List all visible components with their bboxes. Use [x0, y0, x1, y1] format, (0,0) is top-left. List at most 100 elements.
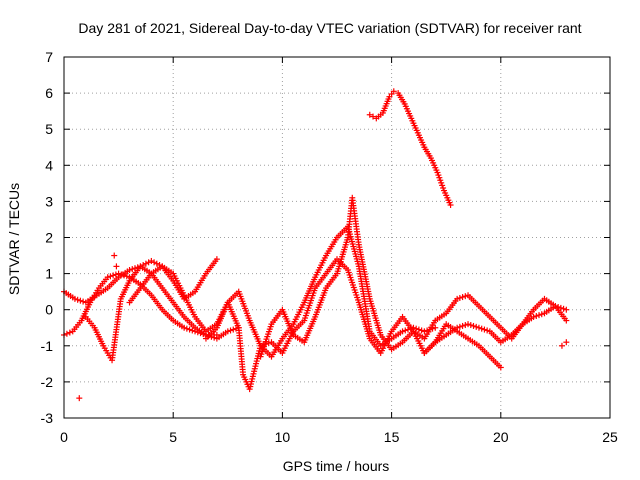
- data-point: [563, 339, 570, 346]
- data-point: [465, 321, 472, 328]
- data-point: [186, 326, 193, 333]
- data-point: [197, 330, 204, 337]
- y-tick-label: 1: [45, 266, 53, 282]
- data-marks: [61, 88, 570, 402]
- data-point: [126, 266, 133, 273]
- data-point: [74, 296, 81, 303]
- data-point: [473, 323, 480, 330]
- data-point: [148, 257, 155, 264]
- y-tick-labels: -3 -2 -1 0 1 2 3 4 5 6 7: [41, 49, 54, 426]
- data-point: [66, 329, 73, 336]
- data-point: [558, 342, 565, 349]
- data-point: [224, 328, 231, 335]
- data-point: [71, 295, 78, 302]
- axis-ticks: [63, 56, 611, 419]
- data-point: [107, 273, 114, 280]
- data-point: [390, 88, 397, 95]
- data-point: [415, 326, 422, 333]
- y-tick-label: 3: [45, 193, 53, 209]
- series-outliers: [76, 252, 570, 402]
- data-point: [467, 322, 474, 329]
- data-point: [462, 322, 469, 329]
- data-point: [110, 272, 117, 279]
- y-tick-label: 6: [45, 85, 53, 101]
- data-point: [454, 324, 461, 331]
- data-point: [104, 274, 111, 281]
- data-point: [470, 322, 477, 329]
- x-tick-labels: 0 5 10 15 20 25: [60, 429, 618, 445]
- data-point: [563, 306, 570, 313]
- data-point: [181, 324, 188, 331]
- data-point: [459, 294, 466, 301]
- x-tick-label: 10: [275, 429, 291, 445]
- data-point: [153, 260, 160, 267]
- series-track-C: [82, 256, 220, 364]
- data-point: [456, 323, 463, 330]
- series-track-E: [202, 256, 504, 393]
- data-point: [140, 262, 147, 269]
- data-point: [418, 327, 425, 334]
- data-point: [192, 328, 199, 335]
- data-point: [538, 311, 545, 318]
- data-point: [366, 111, 373, 118]
- data-point: [447, 202, 454, 209]
- data-point: [530, 313, 537, 320]
- series-track-G: [421, 303, 570, 357]
- data-point: [475, 324, 482, 331]
- data-point: [456, 294, 463, 301]
- y-axis-label: SDTVAR / TECUs: [6, 183, 22, 295]
- data-point: [145, 259, 152, 266]
- chart-title: Day 281 of 2021, Sidereal Day-to-day VTE…: [78, 20, 581, 36]
- data-point: [557, 304, 564, 311]
- data-point: [230, 326, 237, 333]
- x-tick-label: 15: [384, 429, 400, 445]
- x-axis-label: GPS time / hours: [283, 458, 390, 474]
- y-tick-label: 7: [45, 49, 53, 65]
- data-point: [142, 260, 149, 267]
- y-tick-label: -2: [41, 374, 54, 390]
- data-point: [111, 252, 118, 259]
- data-point: [121, 272, 128, 279]
- series-track-D: [126, 223, 439, 360]
- data-point: [552, 303, 559, 310]
- x-tick-label: 20: [493, 429, 509, 445]
- y-tick-label: 0: [45, 302, 53, 318]
- data-point: [151, 259, 158, 266]
- data-point: [118, 271, 125, 278]
- y-tick-label: 5: [45, 121, 53, 137]
- data-point: [399, 328, 406, 335]
- data-point: [213, 256, 220, 263]
- data-point: [189, 327, 196, 334]
- data-point: [227, 327, 234, 334]
- series-track-F: [257, 194, 570, 360]
- data-point: [484, 327, 491, 334]
- data-point: [112, 271, 119, 278]
- data-point: [194, 329, 201, 336]
- data-point: [257, 342, 264, 349]
- data-point: [533, 313, 540, 320]
- x-tick-label: 5: [169, 429, 177, 445]
- data-point: [77, 297, 84, 304]
- x-tick-label: 25: [602, 429, 618, 445]
- data-point: [129, 266, 136, 273]
- data-point: [115, 270, 122, 277]
- data-point: [478, 325, 485, 332]
- y-tick-label: -3: [41, 410, 54, 426]
- data-point: [213, 331, 220, 338]
- data-point: [560, 305, 567, 312]
- data-point: [63, 330, 70, 337]
- data-point: [497, 364, 504, 371]
- y-tick-label: 2: [45, 230, 53, 246]
- data-point: [459, 322, 466, 329]
- data-point: [555, 303, 562, 310]
- data-point: [454, 295, 461, 302]
- data-point: [536, 312, 543, 319]
- y-tick-label: 4: [45, 157, 53, 173]
- data-point: [481, 326, 488, 333]
- data-point: [76, 395, 83, 402]
- data-point: [370, 113, 377, 120]
- y-tick-label: -1: [41, 338, 54, 354]
- x-tick-label: 0: [60, 429, 68, 445]
- data-point: [123, 273, 130, 280]
